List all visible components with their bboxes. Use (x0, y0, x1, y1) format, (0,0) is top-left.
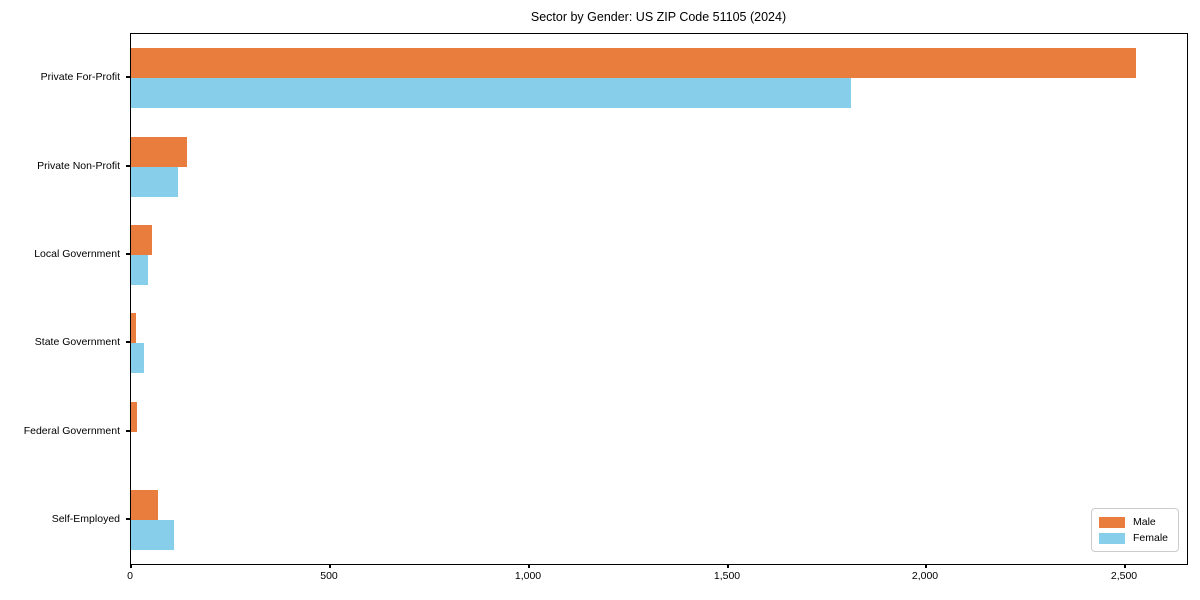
xtick-label-500: 500 (320, 570, 338, 582)
legend-label-male: Male (1133, 516, 1156, 528)
ytick-mark (126, 518, 130, 520)
xtick-mark (925, 564, 927, 568)
legend-item-male: Male (1099, 514, 1171, 530)
bar-female-private-for-profit (131, 78, 851, 108)
female-color-swatch (1099, 532, 1125, 544)
ytick-mark (126, 253, 130, 255)
ytick-mark (126, 165, 130, 167)
ytick-label-local-government: Local Government (34, 248, 120, 260)
legend: Male Female (1091, 508, 1179, 552)
chart-title: Sector by Gender: US ZIP Code 51105 (202… (530, 10, 787, 24)
xtick-label-0: 0 (127, 570, 133, 582)
bar-male-private-for-profit (131, 48, 1136, 78)
xtick-mark (727, 564, 729, 568)
bar-male-private-non-profit (131, 137, 187, 167)
xtick-mark (1124, 564, 1126, 568)
legend-label-female: Female (1133, 532, 1169, 544)
bar-female-local-government (131, 255, 148, 285)
male-color-swatch (1099, 516, 1125, 528)
xtick-label-1-000: 1,000 (514, 570, 542, 582)
ytick-label-federal-government: Federal Government (23, 425, 120, 437)
xtick-label-2-000: 2,000 (911, 570, 939, 582)
legend-item-female: Female (1099, 530, 1171, 546)
ytick-label-private-for-profit: Private For-Profit (40, 71, 120, 83)
bar-male-local-government (131, 225, 152, 255)
ytick-mark (126, 76, 130, 78)
xtick-mark (130, 564, 132, 568)
ytick-label-private-non-profit: Private Non-Profit (37, 160, 120, 172)
bar-female-self-employed (131, 520, 174, 550)
bar-female-private-non-profit (131, 167, 178, 197)
ytick-label-state-government: State Government (34, 336, 120, 348)
bar-male-state-government (131, 313, 136, 343)
xtick-mark (329, 564, 331, 568)
bar-male-self-employed (131, 490, 158, 520)
ytick-mark (126, 341, 130, 343)
ytick-mark (126, 430, 130, 432)
xtick-label-2-500: 2,500 (1110, 570, 1138, 582)
ytick-label-self-employed: Self-Employed (51, 513, 120, 525)
plot-area (130, 33, 1188, 565)
xtick-label-1-500: 1,500 (713, 570, 741, 582)
xtick-mark (528, 564, 530, 568)
bar-female-state-government (131, 343, 144, 373)
bar-male-federal-government (131, 402, 137, 432)
